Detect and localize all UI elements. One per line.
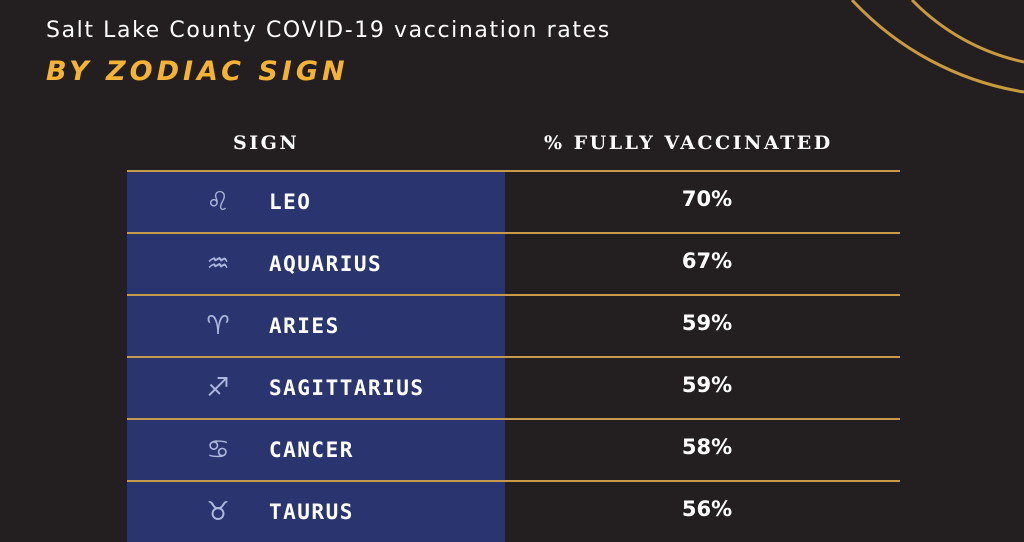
column-header-sign: SIGN — [233, 132, 300, 154]
sign-label: CANCER — [269, 438, 354, 462]
inner-arc — [910, 0, 1024, 64]
cancer-icon: ♋︎ — [206, 435, 230, 465]
column-header-percent: % FULLY VACCINATED — [544, 132, 833, 154]
sign-label: TAURUS — [269, 500, 354, 524]
table-row: ♈︎ ARIES 59% — [127, 294, 900, 356]
sign-cell: ♈︎ ARIES — [127, 296, 505, 356]
table-row: ♉︎ TAURUS 56% — [127, 480, 900, 542]
chart-subtitle: BY ZODIAC SIGN — [46, 56, 349, 87]
percent-vaccinated-label: 67% — [681, 249, 733, 273]
table-row: ♌︎ LEO 70% — [127, 170, 900, 232]
table-row: ♐︎ SAGITTARIUS 59% — [127, 356, 900, 418]
sagittarius-icon: ♐︎ — [206, 373, 230, 403]
sign-cell: ♌︎ LEO — [127, 172, 505, 232]
aries-icon: ♈︎ — [206, 311, 230, 341]
percent-vaccinated-label: 59% — [681, 373, 733, 397]
table-row: ♒︎ AQUARIUS 67% — [127, 232, 900, 294]
decorative-gold-arcs — [850, 0, 1024, 94]
aquarius-icon: ♒︎ — [206, 249, 230, 279]
vaccination-table: ♌︎ LEO 70% ♒︎ AQUARIUS 67% ♈︎ ARIES 59% ♐︎ SAGITTA… — [127, 170, 900, 542]
percent-vaccinated-label: 56% — [681, 497, 733, 521]
leo-icon: ♌︎ — [206, 187, 230, 217]
sign-cell: ♒︎ AQUARIUS — [127, 234, 505, 294]
sign-cell: ♋︎ CANCER — [127, 420, 505, 480]
outer-arc — [850, 0, 1024, 94]
chart-title: Salt Lake County COVID-19 vaccination ra… — [46, 18, 611, 43]
percent-vaccinated-label: 70% — [681, 187, 733, 211]
sign-label: ARIES — [269, 314, 340, 338]
sign-label: AQUARIUS — [269, 252, 383, 276]
sign-label: SAGITTARIUS — [269, 376, 425, 400]
percent-vaccinated-label: 59% — [681, 311, 733, 335]
sign-cell: ♐︎ SAGITTARIUS — [127, 358, 505, 418]
sign-label: LEO — [269, 190, 312, 214]
table-row: ♋︎ CANCER 58% — [127, 418, 900, 480]
percent-vaccinated-label: 58% — [681, 435, 733, 459]
taurus-icon: ♉︎ — [206, 497, 230, 527]
sign-cell: ♉︎ TAURUS — [127, 482, 505, 542]
